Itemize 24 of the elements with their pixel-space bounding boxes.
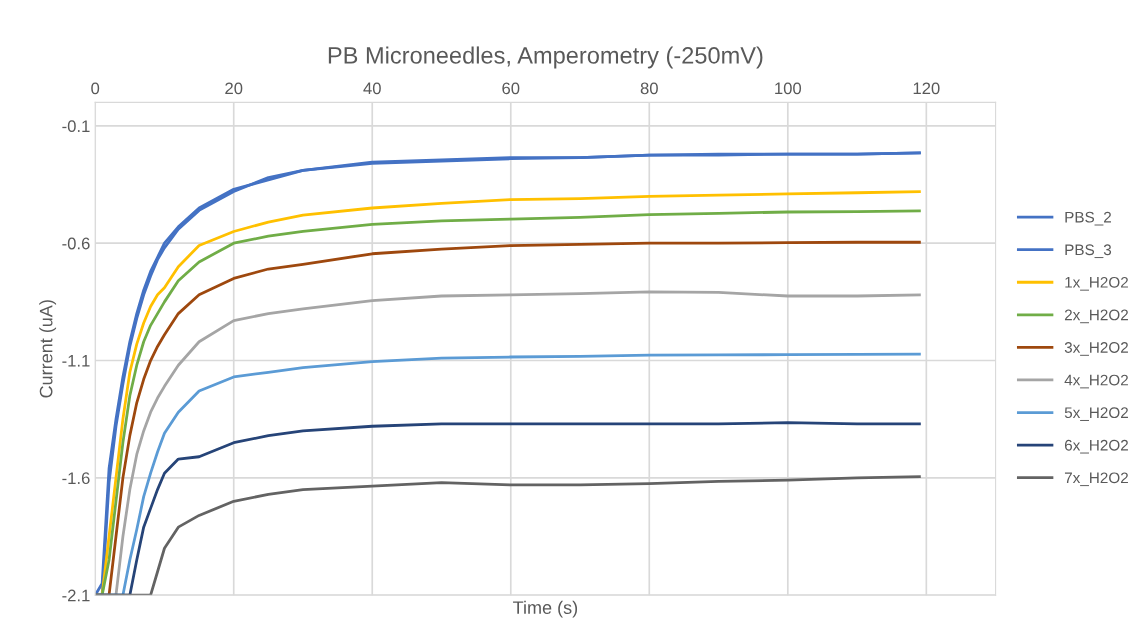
y-tick-label: -0.1	[62, 120, 90, 133]
y-tick-label: -1.1	[62, 355, 90, 367]
legend-label: 2x_H2O2	[1064, 309, 1128, 324]
y-axis-title: Current (uA)	[39, 300, 57, 398]
chart-title: PB Microneedles, Amperometry (-250mV)	[328, 46, 763, 69]
y-tick-label: -2.1	[62, 589, 90, 602]
legend-label: 1x_H2O2	[1065, 276, 1128, 291]
x-tick-label: 100	[775, 82, 802, 95]
x-tick-label: 20	[225, 82, 243, 95]
legend-label: 6x_H2O2	[1064, 439, 1128, 454]
legend-label: PBS_2	[1065, 211, 1111, 226]
x-tick-label: 0	[91, 82, 100, 95]
legend-label: 4x_H2O2	[1064, 374, 1128, 389]
y-tick-label: -0.6	[62, 237, 90, 250]
x-tick-label: 60	[502, 82, 520, 95]
y-tick-label: -1.6	[62, 472, 90, 485]
x-tick-label: 120	[913, 82, 940, 95]
x-axis-title: Time (s)	[513, 600, 578, 618]
legend-label: 3x_H2O2	[1064, 342, 1128, 356]
legend-label: 7x_H2O2	[1064, 472, 1128, 487]
x-tick-label: 80	[640, 82, 658, 95]
legend-label: 5x_H2O2	[1064, 407, 1128, 421]
legend-label: PBS_3	[1065, 244, 1112, 259]
x-tick-label: 40	[363, 82, 381, 95]
